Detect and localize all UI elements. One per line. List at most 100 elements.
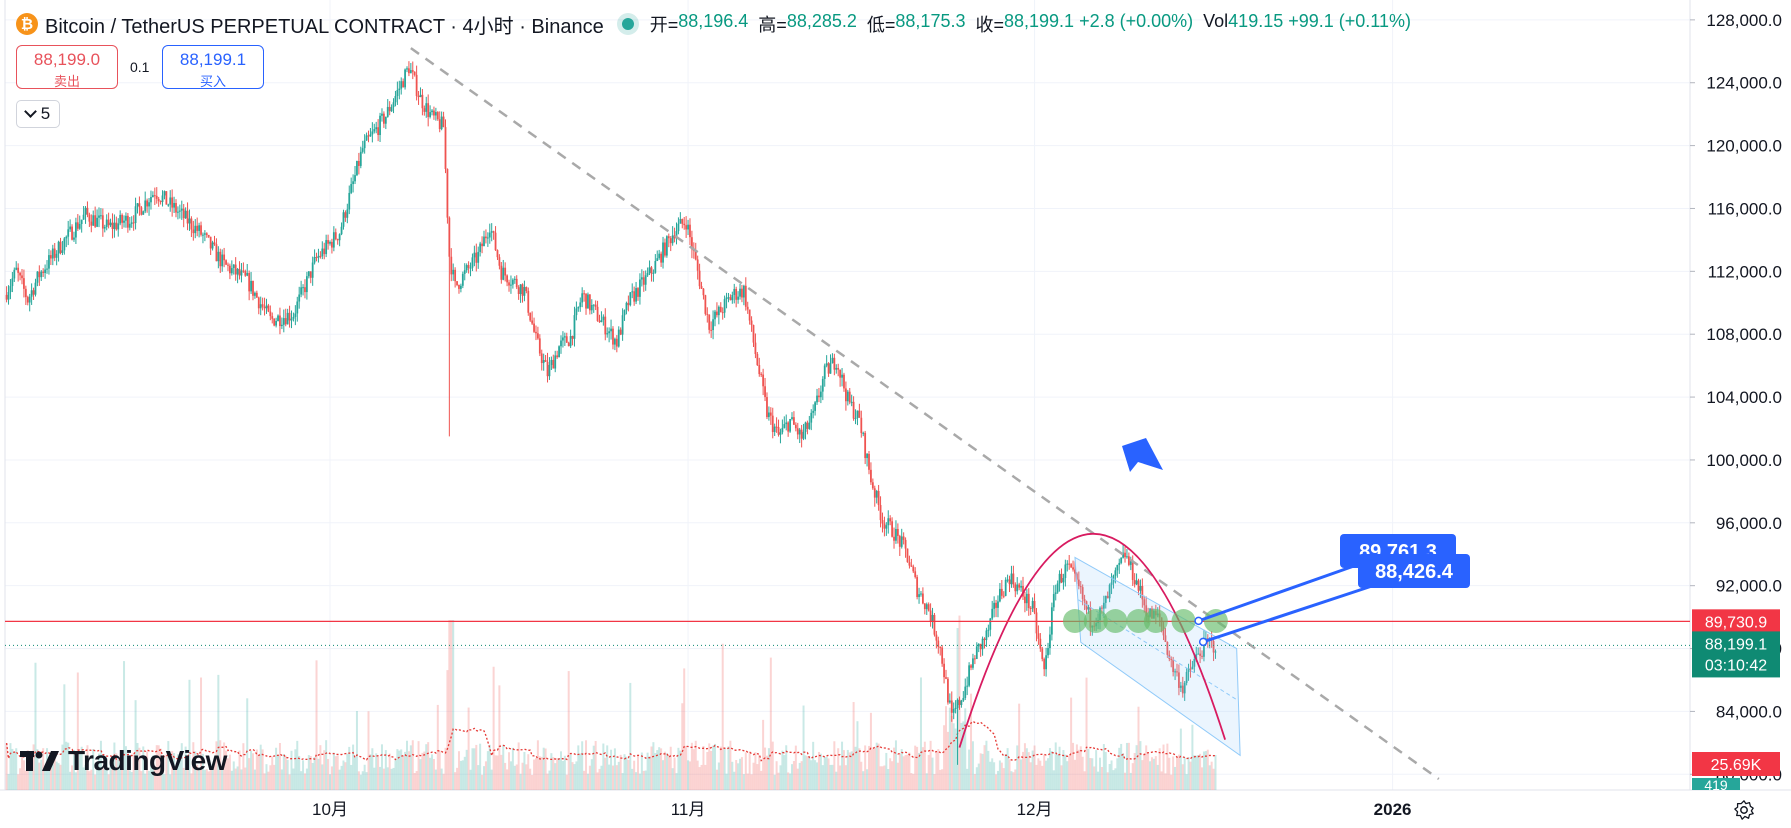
candle-up bbox=[321, 241, 324, 260]
indicators-toggle-button[interactable]: 5 bbox=[16, 100, 60, 128]
candle-body bbox=[600, 319, 603, 323]
candle-down bbox=[637, 287, 639, 301]
candle-body bbox=[7, 292, 10, 300]
volume-bar bbox=[962, 721, 965, 790]
candle-up bbox=[473, 245, 476, 267]
order-quantity[interactable]: 0.1 bbox=[130, 59, 150, 75]
volume-bar bbox=[1143, 753, 1146, 790]
symbol-title[interactable]: Bitcoin / TetherUS PERPETUAL CONTRACT · … bbox=[45, 15, 604, 38]
candle-body bbox=[1022, 585, 1024, 597]
candle-up bbox=[307, 271, 310, 279]
volume-bar bbox=[24, 770, 27, 790]
gear-icon[interactable] bbox=[1733, 799, 1755, 821]
candle-body bbox=[452, 269, 455, 275]
volume-bar bbox=[710, 750, 713, 790]
volume-bar bbox=[513, 765, 516, 790]
candle-body bbox=[556, 355, 559, 358]
volume-bar bbox=[159, 748, 162, 790]
time-tick-label: 12月 bbox=[1017, 800, 1053, 819]
candle-body bbox=[712, 319, 714, 331]
candle-body bbox=[1072, 567, 1074, 570]
volume-bar bbox=[392, 767, 395, 790]
candle-body bbox=[275, 321, 277, 326]
candle-down bbox=[1077, 571, 1080, 590]
candle-body bbox=[744, 285, 747, 307]
candle-up bbox=[816, 388, 818, 405]
volume-bar bbox=[240, 769, 243, 790]
volume-bar bbox=[400, 749, 403, 790]
candle-body bbox=[88, 214, 91, 222]
candle-body bbox=[311, 262, 314, 278]
volume-bar bbox=[313, 757, 316, 790]
candle-down bbox=[667, 233, 670, 248]
candle-up bbox=[44, 264, 46, 279]
volume-bar bbox=[873, 747, 876, 790]
volume-bar bbox=[802, 705, 805, 790]
volume-bar bbox=[303, 773, 306, 790]
candle-body bbox=[629, 292, 632, 306]
volume-bar bbox=[644, 770, 647, 790]
candle-body bbox=[59, 241, 62, 253]
candle-down bbox=[706, 307, 709, 323]
buy-button[interactable]: 88,199.1 买入 bbox=[162, 45, 264, 89]
candle-body bbox=[800, 429, 803, 439]
candle-body bbox=[1047, 648, 1049, 656]
candle-down bbox=[238, 261, 241, 280]
candle-up bbox=[502, 259, 505, 281]
candle-up bbox=[375, 121, 378, 134]
candle-body bbox=[384, 116, 387, 124]
candle-down bbox=[467, 261, 470, 274]
candle-body bbox=[354, 175, 356, 182]
candle-up bbox=[931, 607, 934, 629]
volume-bar bbox=[538, 756, 541, 790]
candle-down bbox=[708, 314, 711, 334]
callout-pointer bbox=[1198, 564, 1355, 623]
volume-bar bbox=[1050, 751, 1053, 790]
volume-bar bbox=[706, 751, 709, 790]
candle-body bbox=[17, 267, 20, 273]
volume-bar bbox=[554, 763, 557, 790]
candle-down bbox=[531, 311, 534, 325]
volume-bar bbox=[742, 774, 745, 790]
candle-body bbox=[363, 140, 366, 149]
volume-bar bbox=[623, 754, 626, 790]
candle-down bbox=[891, 517, 893, 538]
candle-body bbox=[234, 264, 237, 275]
candle-up bbox=[240, 263, 243, 283]
candle-body bbox=[306, 276, 308, 293]
candle-up bbox=[812, 404, 815, 419]
volume-bar bbox=[1108, 763, 1111, 790]
candle-up bbox=[1179, 681, 1182, 692]
candle-body bbox=[488, 232, 491, 238]
candle-body bbox=[931, 614, 934, 622]
candle-body bbox=[359, 151, 362, 166]
candle-up bbox=[105, 214, 108, 231]
volume-bar bbox=[860, 761, 863, 790]
candle-up bbox=[856, 410, 859, 426]
volume-bar bbox=[542, 747, 545, 790]
candle-body bbox=[288, 312, 291, 321]
candle-body bbox=[1025, 593, 1028, 604]
candle-down bbox=[571, 335, 574, 346]
candle-body bbox=[898, 535, 901, 547]
candle-body bbox=[819, 391, 822, 398]
resistance-touch-circle bbox=[1203, 609, 1228, 634]
volume-bar bbox=[121, 760, 124, 790]
volume-bar bbox=[278, 743, 281, 790]
sell-button[interactable]: 88,199.0 卖出 bbox=[16, 45, 118, 89]
volume-bar bbox=[432, 758, 435, 790]
candle-up bbox=[298, 286, 301, 309]
candle-body bbox=[292, 316, 295, 319]
candle-down bbox=[244, 269, 247, 277]
candle-down bbox=[1060, 568, 1063, 584]
candle-up bbox=[968, 662, 970, 688]
candle-up bbox=[409, 62, 412, 74]
candle-down bbox=[748, 309, 751, 325]
volume-bar bbox=[340, 765, 343, 790]
candle-down bbox=[1041, 646, 1044, 662]
volume-bar bbox=[550, 753, 553, 790]
candle-body bbox=[1104, 595, 1107, 603]
price-tick-label: 112,000.0 bbox=[1708, 262, 1782, 281]
volume-bar bbox=[390, 768, 393, 790]
